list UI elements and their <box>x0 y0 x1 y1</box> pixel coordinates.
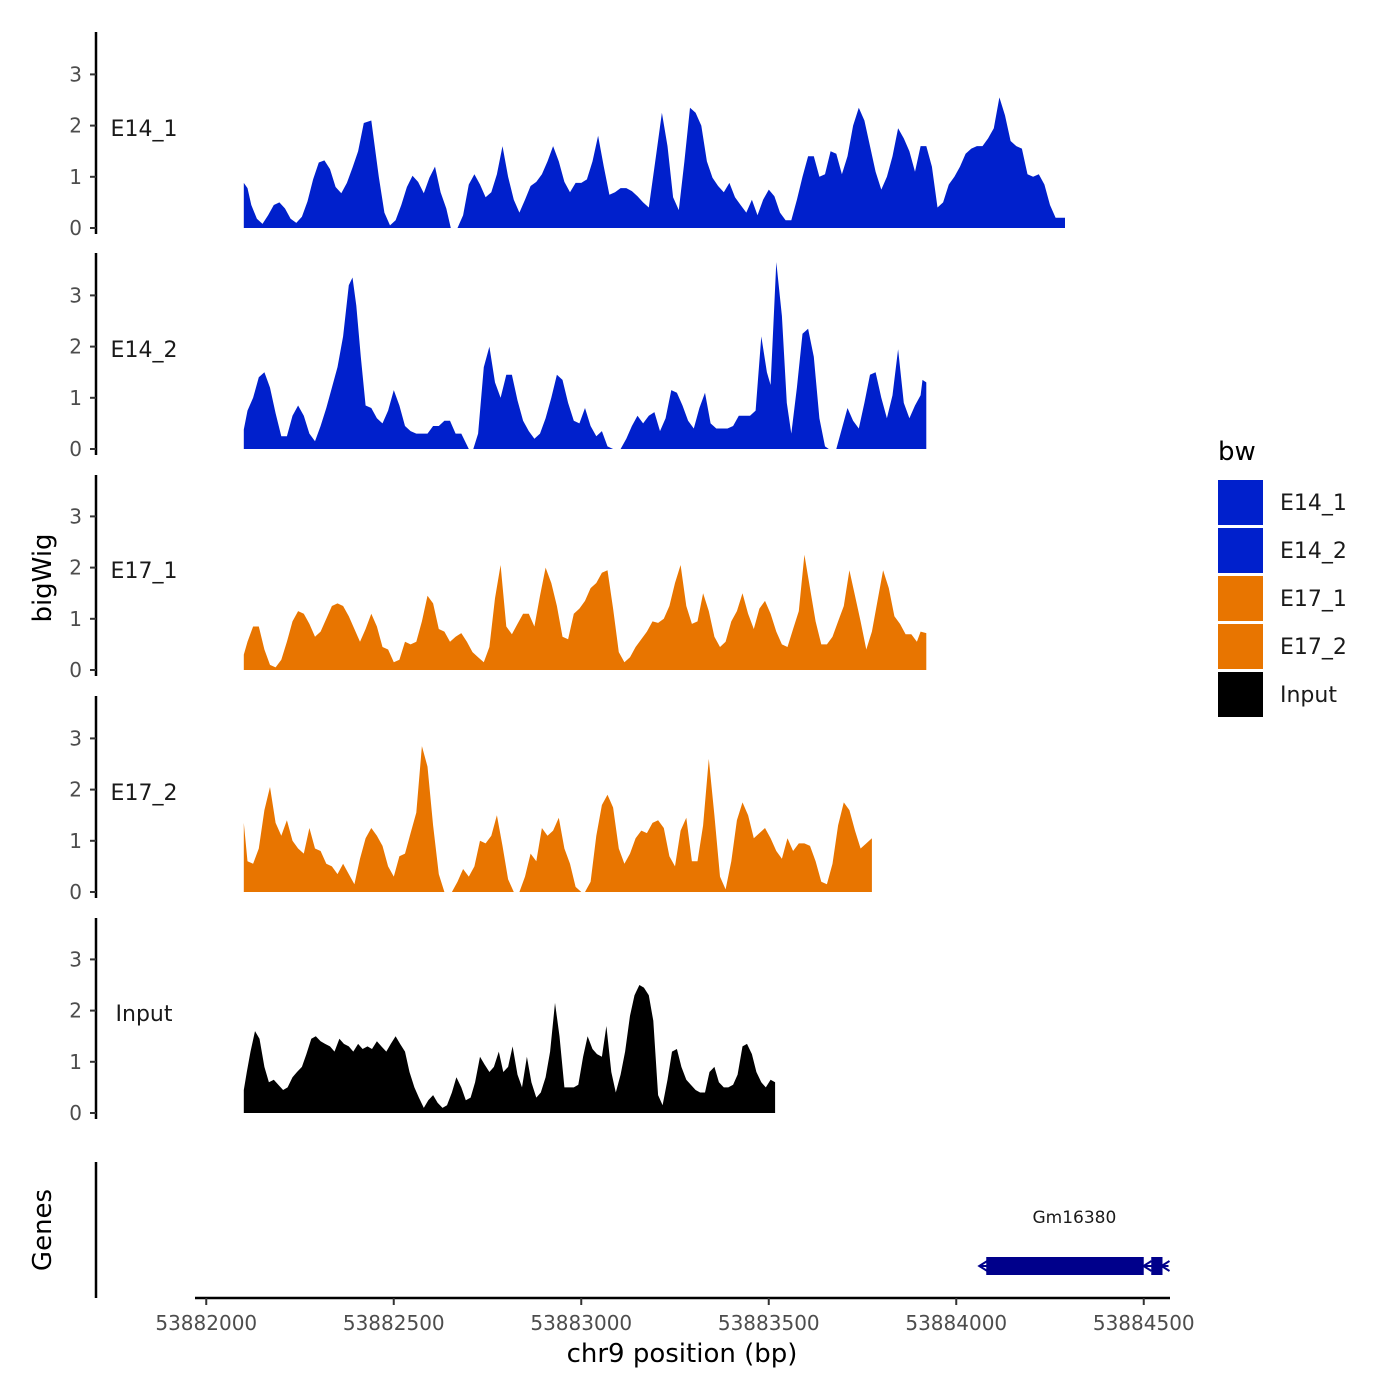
legend-key-E17_1 <box>1218 576 1263 621</box>
y-tick-label-E17_2-1: 1 <box>69 829 82 853</box>
gene-exon-2 <box>1151 1257 1163 1275</box>
y-axis-title: bigWig <box>28 533 58 622</box>
area-Input <box>243 985 776 1113</box>
strand-arrow-icon-2 <box>1141 1260 1153 1272</box>
legend-label-E14_2: E14_2 <box>1280 539 1347 564</box>
gene-panel: Genes Gm16380 <box>28 1162 1171 1298</box>
y-tick-label-Input-0: 0 <box>69 1101 82 1125</box>
track-label-E14_1: E14_1 <box>111 117 178 142</box>
y-tick-label-E14_1-3: 3 <box>69 62 82 86</box>
strand-arrow-icon-1 <box>977 1260 988 1272</box>
legend-key-E17_2 <box>1218 624 1263 669</box>
gene-label: Gm16380 <box>1032 1208 1116 1228</box>
x-tick-label-53884000: 53884000 <box>905 1311 1007 1335</box>
y-tick-label-E14_2-3: 3 <box>69 283 82 307</box>
y-tick-label-E17_1-0: 0 <box>69 658 82 682</box>
gene-model <box>977 1257 1171 1275</box>
y-tick-label-E17_2-0: 0 <box>69 880 82 904</box>
track-E17_1: 0 1 2 3 E17_1 <box>69 475 927 682</box>
y-tick-label-E17_1-3: 3 <box>69 504 82 528</box>
coverage-tracks: 0 1 2 3 E14_1 0 1 2 3 E14_2 0 1 2 3 E17_1 0 1 2 3 E17_2 0 1 2 3… <box>69 32 1066 1125</box>
area-E14_1 <box>243 97 1066 229</box>
track-label-Input: Input <box>116 1002 173 1027</box>
gene-exon-1 <box>986 1257 1144 1275</box>
legend-key-E14_1 <box>1218 480 1263 525</box>
y-axis-title-text: bigWig <box>28 533 58 622</box>
track-Input: 0 1 2 3 Input <box>69 918 776 1125</box>
track-label-E14_2: E14_2 <box>111 338 178 363</box>
legend-label-E17_2: E17_2 <box>1280 635 1347 660</box>
strand-arrow-icon-3 <box>1159 1260 1171 1272</box>
y-tick-label-E17_2-2: 2 <box>69 778 82 802</box>
y-tick-label-E17_2-3: 3 <box>69 726 82 750</box>
y-tick-label-E17_1-2: 2 <box>69 556 82 580</box>
track-E17_2: 0 1 2 3 E17_2 <box>69 696 872 904</box>
legend-label-E14_1: E14_1 <box>1280 491 1347 516</box>
y-tick-label-E17_1-1: 1 <box>69 607 82 631</box>
y-tick-label-E14_1-0: 0 <box>69 216 82 240</box>
area-E14_2 <box>243 262 927 449</box>
track-E14_1: 0 1 2 3 E14_1 <box>69 32 1066 240</box>
legend-key-E14_2 <box>1218 528 1263 573</box>
y-tick-label-Input-1: 1 <box>69 1050 82 1074</box>
track-label-E17_2: E17_2 <box>111 781 178 806</box>
y-tick-label-Input-2: 2 <box>69 999 82 1023</box>
x-tick-label-53883000: 53883000 <box>530 1311 632 1335</box>
y-tick-label-E14_2-0: 0 <box>69 437 82 461</box>
x-tick-label-53883500: 53883500 <box>718 1311 820 1335</box>
area-E17_1 <box>243 554 927 670</box>
x-axis: 53882000 53882500 53883000 53883500 53884000… <box>155 1296 1195 1335</box>
x-tick-label-53884500: 53884500 <box>1093 1311 1195 1335</box>
x-axis-title: chr9 position (bp) <box>567 1339 798 1369</box>
legend: bw E14_1 E14_2 E17_1 E17_2 Input <box>1218 437 1347 717</box>
legend-label-E17_1: E17_1 <box>1280 587 1347 612</box>
y-tick-label-E14_1-2: 2 <box>69 114 82 138</box>
y-tick-label-E14_2-1: 1 <box>69 386 82 410</box>
track-E14_2: 0 1 2 3 E14_2 <box>69 253 927 461</box>
y-tick-label-E14_1-1: 1 <box>69 165 82 189</box>
legend-key-Input <box>1218 672 1263 717</box>
legend-title: bw <box>1218 437 1256 467</box>
y-tick-label-E14_2-2: 2 <box>69 335 82 359</box>
y-tick-label-Input-3: 3 <box>69 947 82 971</box>
x-tick-label-53882500: 53882500 <box>343 1311 445 1335</box>
legend-label-Input: Input <box>1280 683 1337 708</box>
track-label-E17_1: E17_1 <box>111 559 178 584</box>
area-E17_2 <box>243 746 872 892</box>
x-tick-label-53882000: 53882000 <box>155 1311 257 1335</box>
genes-axis-title: Genes <box>28 1189 58 1271</box>
